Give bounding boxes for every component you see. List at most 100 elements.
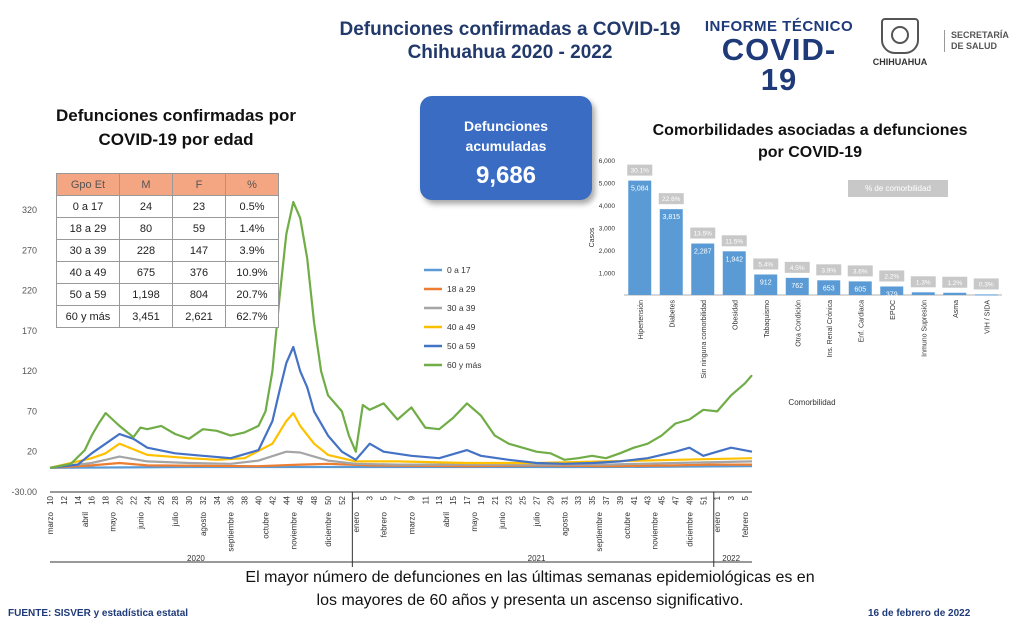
main-title: Defunciones confirmadas a COVID-19 Chihu… (300, 18, 720, 64)
comorbidity-bar (943, 292, 967, 295)
female-cell: 23 (172, 195, 226, 218)
conclusion-line2: los mayores de 60 años y presenta un asc… (316, 592, 744, 609)
week-tick-label: 1 (352, 495, 361, 500)
comorbidity-bar (880, 286, 904, 295)
week-tick-label: 31 (560, 495, 569, 504)
week-tick-label: 40 (255, 495, 264, 504)
percent-box (942, 276, 968, 288)
week-tick-label: 13 (435, 495, 444, 504)
comorbidity-title-line2: por COVID-19 (757, 144, 862, 161)
week-tick-label: 7 (394, 495, 403, 500)
week-tick-label: 48 (310, 495, 319, 504)
comorbidity-bar (659, 209, 683, 295)
series-line-60-y-más (49, 200, 753, 469)
week-tick-label: 36 (227, 495, 236, 504)
month-label: diciembre (324, 511, 333, 546)
week-tick-label: 26 (157, 495, 166, 504)
legend-label: 0 a 17 (447, 265, 471, 275)
conclusion-text: El mayor número de defunciones en las úl… (150, 566, 910, 612)
bar-percent-label: 2.2% (884, 273, 899, 280)
month-label: abril (442, 512, 451, 527)
month-label: diciembre (685, 511, 694, 546)
week-tick-label: 24 (143, 495, 152, 504)
series-line-40-a-49 (49, 412, 753, 469)
week-tick-label: 32 (199, 495, 208, 504)
table-row: 30 a 39 228 147 3.9% (56, 239, 279, 262)
month-label: septiembre (227, 511, 236, 551)
age-group-cell: 40 a 49 (56, 261, 120, 284)
percent-cell: 20.7% (225, 283, 279, 306)
accumulated-label: Defunciones acumuladas (420, 116, 592, 156)
comorbidity-bar (754, 274, 778, 295)
comorbidity-bar (628, 180, 652, 295)
week-tick-label: 38 (241, 495, 250, 504)
week-tick-label: 23 (505, 495, 514, 504)
age-group-cell: 18 a 29 (56, 217, 120, 240)
week-tick-label: 5 (380, 495, 389, 500)
week-tick-label: 1 (713, 495, 722, 500)
week-tick-label: 22 (129, 495, 138, 504)
month-label: julio (171, 511, 180, 527)
week-tick-label: 46 (296, 495, 305, 504)
y-tick-label: 20 (27, 447, 37, 457)
conclusion-line1: El mayor número de defunciones en las úl… (245, 569, 815, 586)
week-tick-label: 17 (463, 495, 472, 504)
accumulated-label-line2: acumuladas (465, 138, 547, 154)
percent-box (627, 164, 653, 176)
bar-category-label: Diabetes (669, 300, 676, 328)
comorbidity-bar (848, 281, 872, 295)
comorbidity-title: Comorbilidades asociadas a defunciones p… (640, 120, 980, 164)
bar-y-tick-label: 4,000 (599, 203, 616, 210)
accumulated-value: 9,686 (475, 162, 537, 189)
month-label: enero (713, 511, 722, 532)
y-tick-label: 270 (22, 245, 37, 255)
bar-value-label: 3,815 (662, 214, 680, 221)
bar-category-label: Hipertensión (638, 300, 645, 339)
bar-category-label: Otra Condición (795, 300, 802, 347)
bar-value-label: 1,942 (725, 256, 743, 263)
week-tick-label: 9 (407, 495, 416, 500)
female-cell: 2,621 (172, 305, 226, 328)
table-row: 60 y más 3,451 2,621 62.7% (56, 305, 279, 328)
series-line-18-a-29 (49, 461, 752, 469)
main-title-line1: Defunciones confirmadas a COVID-19 (339, 19, 681, 40)
week-tick-label: 20 (116, 495, 125, 504)
y-tick-label: 120 (22, 366, 37, 376)
week-tick-label: 50 (324, 495, 333, 504)
state-seal: CHIHUAHUA (860, 18, 940, 67)
comorbidity-bar (911, 292, 935, 295)
month-label: octubre (623, 511, 632, 538)
bar-category-label: Ins. Renal Crónica (827, 300, 834, 358)
bar-percent-label: 3.6% (853, 268, 868, 275)
bar-y-axis-label: Casos (589, 227, 596, 247)
week-tick-label: 33 (574, 495, 583, 504)
week-tick-label: 11 (421, 495, 430, 504)
comorbidity-percent-legend: % de comorbilidad (848, 180, 948, 197)
female-cell: 376 (172, 261, 226, 284)
week-tick-label: 35 (588, 495, 597, 504)
month-label: junio (136, 511, 145, 529)
bar-category-label: Obesidad (732, 300, 739, 330)
percent-box (658, 193, 684, 205)
week-tick-label: 43 (644, 495, 653, 504)
informe-line2: COVID-19 (721, 32, 837, 97)
percent-box (879, 270, 905, 282)
percent-box (973, 278, 999, 290)
week-tick-label: 39 (616, 495, 625, 504)
y-tick-label: -30.00 (11, 487, 37, 497)
header-female: F (172, 173, 226, 196)
informe-line1: INFORME TÉCNICO (704, 18, 854, 35)
bar-category-label: Inmuno Supresión (921, 300, 928, 357)
secretaria-line1: SECRETARÍA (951, 30, 1009, 40)
month-label: abril (81, 512, 90, 527)
percent-box (784, 261, 810, 273)
week-tick-label: 5 (741, 495, 750, 500)
month-label: noviembre (651, 511, 660, 549)
line-chart-series (49, 200, 753, 469)
bar-percent-label: 30.1% (631, 168, 650, 175)
percent-cell: 3.9% (225, 239, 279, 262)
month-label: febrero (380, 511, 389, 537)
header-percent: % (225, 173, 279, 196)
bar-y-tick-label: 6,000 (599, 158, 616, 165)
